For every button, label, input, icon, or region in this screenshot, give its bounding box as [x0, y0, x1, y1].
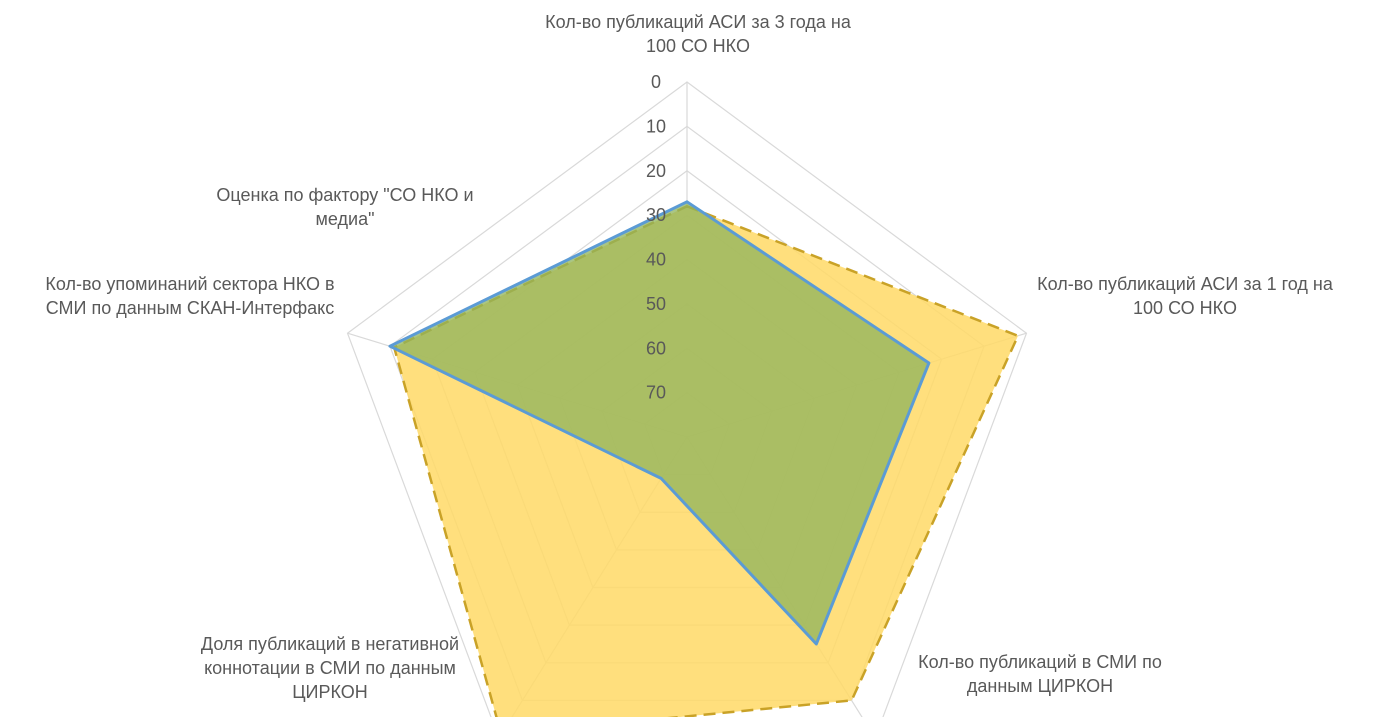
category-label: Оценка по фактору "СО НКО и медиа": [216, 185, 473, 229]
category-label-line: Кол-во публикаций в СМИ по: [918, 652, 1162, 672]
category-label: Доля публикаций в негативной коннотации в…: [201, 634, 459, 702]
tick-label: 70: [646, 383, 666, 403]
category-label-line: Кол-во публикаций АСИ за 1 год на: [1037, 274, 1334, 294]
radial-axis-ticks: 0 10 20 30 40 50 60 70: [646, 72, 666, 403]
category-label-line: 100 СО НКО: [1133, 298, 1237, 318]
tick-label: 50: [646, 294, 666, 314]
radar-series: [388, 200, 1020, 717]
category-label-line: СМИ по данным СКАН-Интерфакс: [46, 298, 335, 318]
category-label-line: данным ЦИРКОН: [967, 676, 1113, 696]
category-label-line: Кол-во упоминаний сектора НКО в: [45, 274, 334, 294]
category-label: Кол-во публикаций АСИ за 1 год на 100 СО …: [1037, 274, 1334, 318]
tick-label: 40: [646, 250, 666, 270]
category-label: Кол-во публикаций в СМИ по данным ЦИРКОН: [918, 652, 1162, 696]
grid-ring: [346, 81, 1028, 717]
category-labels: Кол-во публикаций АСИ за 3 года на 100 СО…: [45, 12, 1333, 702]
category-label-line: медиа": [316, 209, 375, 229]
category-label-line: ЦИРКОН: [292, 682, 368, 702]
category-label-line: Кол-во публикаций АСИ за 3 года на: [545, 12, 852, 32]
tick-label: 30: [646, 205, 666, 225]
category-label: Кол-во упоминаний сектора НКО в СМИ по да…: [45, 274, 334, 318]
category-label: Кол-во публикаций АСИ за 3 года на 100 СО…: [545, 12, 852, 56]
category-label-line: Оценка по фактору "СО НКО и: [216, 185, 473, 205]
tick-label: 10: [646, 116, 666, 136]
series-1-area: [388, 200, 931, 646]
tick-label: 0: [651, 72, 661, 92]
category-label-line: 100 СО НКО: [646, 36, 750, 56]
category-label-line: Доля публикаций в негативной: [201, 634, 459, 654]
category-label-line: коннотации в СМИ по данным: [204, 658, 456, 678]
tick-label: 60: [646, 338, 666, 358]
tick-label: 20: [646, 161, 666, 181]
